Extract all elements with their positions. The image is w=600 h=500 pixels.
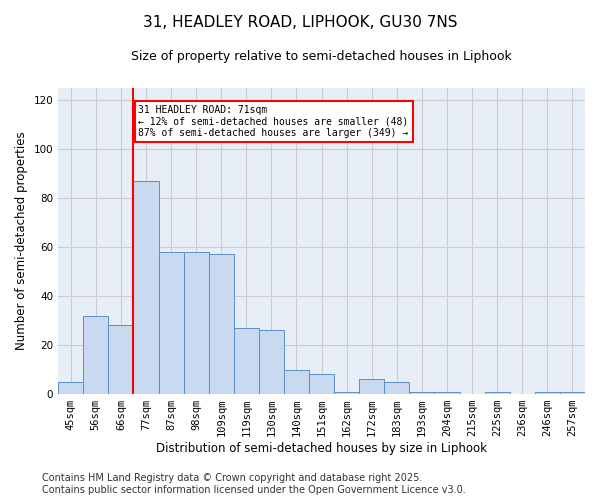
Bar	[334, 392, 359, 394]
Bar	[535, 392, 560, 394]
Text: 31, HEADLEY ROAD, LIPHOOK, GU30 7NS: 31, HEADLEY ROAD, LIPHOOK, GU30 7NS	[143, 15, 457, 30]
Bar	[58, 382, 83, 394]
Bar	[259, 330, 284, 394]
Y-axis label: Number of semi-detached properties: Number of semi-detached properties	[15, 132, 28, 350]
Text: 31 HEADLEY ROAD: 71sqm
← 12% of semi-detached houses are smaller (48)
87% of sem: 31 HEADLEY ROAD: 71sqm ← 12% of semi-det…	[139, 105, 409, 138]
Bar	[560, 392, 585, 394]
Bar	[109, 326, 133, 394]
Bar	[434, 392, 460, 394]
Bar	[209, 254, 234, 394]
Text: Contains HM Land Registry data © Crown copyright and database right 2025.
Contai: Contains HM Land Registry data © Crown c…	[42, 474, 466, 495]
Bar	[359, 380, 385, 394]
Title: Size of property relative to semi-detached houses in Liphook: Size of property relative to semi-detach…	[131, 50, 512, 63]
Bar	[83, 316, 109, 394]
Bar	[385, 382, 409, 394]
Bar	[309, 374, 334, 394]
Bar	[284, 370, 309, 394]
Bar	[409, 392, 434, 394]
X-axis label: Distribution of semi-detached houses by size in Liphook: Distribution of semi-detached houses by …	[156, 442, 487, 455]
Bar	[485, 392, 510, 394]
Bar	[234, 328, 259, 394]
Bar	[133, 181, 158, 394]
Bar	[184, 252, 209, 394]
Bar	[158, 252, 184, 394]
